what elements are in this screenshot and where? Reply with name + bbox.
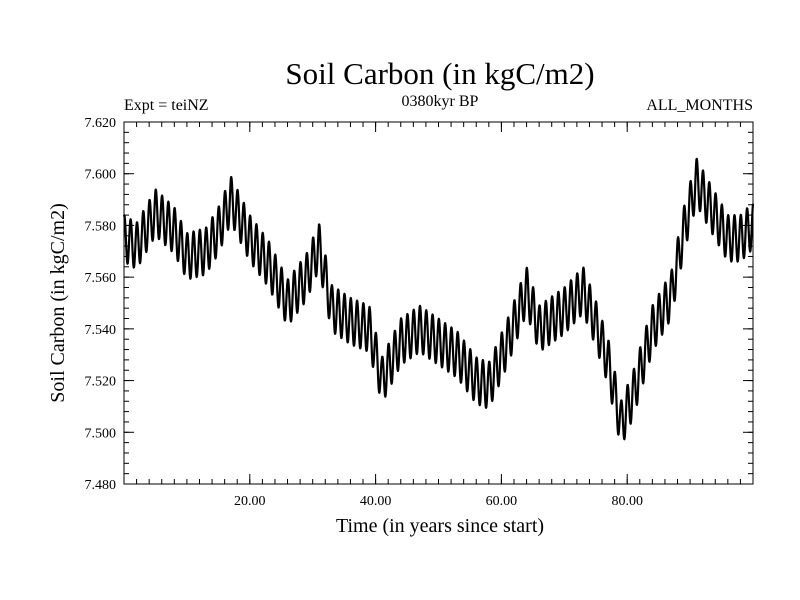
y-tick-label: 7.540 [85,323,117,338]
x-axis-label: Time (in years since start) [336,515,544,537]
x-tick-label: 60.00 [486,494,518,509]
x-tick-label: 20.00 [234,494,266,509]
y-tick-label: 7.560 [85,271,117,286]
x-tick-label: 80.00 [611,494,643,509]
tick-labels: 20.00 40.00 60.00 80.00 7.480 7.500 7.520 7.540… [85,116,643,509]
y-axis-label: Soil Carbon (in kgC/m2) [47,203,69,402]
chart-title: Soil Carbon (in kgC/m2) [285,56,594,91]
y-tick-label: 7.500 [85,426,117,441]
y-tick-label: 7.600 [85,168,117,183]
soil-carbon-line [122,157,755,441]
plot-frame [123,121,754,485]
y-tick-label: 7.580 [85,219,117,234]
experiment-label: Expt = teiNZ [124,97,209,114]
y-tick-label: 7.620 [85,116,117,131]
x-tick-label: 40.00 [360,494,392,509]
y-tick-label: 7.480 [85,478,117,493]
axis-ticks [124,121,753,485]
months-label: ALL_MONTHS [646,97,753,114]
period-label: 0380kyr BP [402,93,479,110]
y-tick-label: 7.520 [85,375,117,390]
